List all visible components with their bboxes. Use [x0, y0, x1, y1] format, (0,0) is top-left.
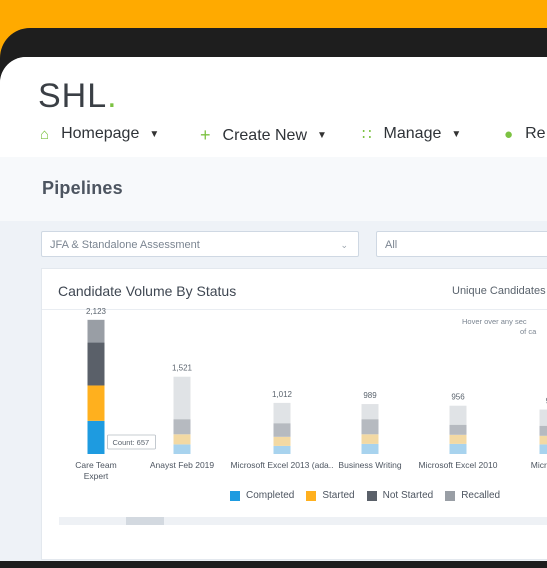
- assessment-select-value: JFA & Standalone Assessment: [50, 239, 200, 251]
- chevron-down-icon: ▼: [317, 130, 327, 141]
- category-label: Business Writing: [338, 460, 401, 470]
- category-label: Microsoft Excel 2013 (ada..: [231, 460, 334, 470]
- bar-segment-recalled[interactable]: [88, 320, 105, 343]
- nav-reports[interactable]: ● Re: [504, 125, 546, 143]
- assessment-select[interactable]: JFA & Standalone Assessment ⌄: [41, 231, 359, 257]
- completed-swatch: [230, 491, 240, 501]
- bar-total-label: 1,012: [272, 390, 293, 399]
- bar-segment-started[interactable]: [362, 434, 379, 444]
- nav-create-new[interactable]: + Create New ▼: [200, 125, 327, 146]
- legend-completed-label: Completed: [246, 490, 294, 501]
- started-swatch: [306, 491, 316, 501]
- bar-segment-not-started[interactable]: [274, 423, 291, 437]
- chart-scrollbar[interactable]: [59, 517, 547, 525]
- bar-segment-not-started[interactable]: [450, 425, 467, 435]
- page-title: Pipelines: [42, 178, 123, 199]
- bar-segment-started[interactable]: [88, 385, 105, 420]
- bar-segment-recalled[interactable]: [540, 410, 547, 426]
- legend-not-started[interactable]: Not Started: [367, 490, 434, 501]
- bar-segment-completed[interactable]: [88, 421, 105, 454]
- legend-recalled[interactable]: Recalled: [445, 490, 500, 501]
- nav-reports-label: Re: [525, 125, 545, 143]
- bar-segment-started[interactable]: [174, 434, 191, 444]
- legend-completed[interactable]: Completed: [230, 490, 294, 501]
- bar-segment-recalled[interactable]: [174, 377, 191, 419]
- home-icon: ⌂: [40, 126, 49, 143]
- bar-segment-recalled[interactable]: [450, 406, 467, 425]
- bar-segment-recalled[interactable]: [274, 403, 291, 423]
- category-label: Microsoft Excel 2010: [419, 460, 498, 470]
- legend-recalled-label: Recalled: [461, 490, 500, 501]
- category-label: Microsoft: [531, 460, 547, 470]
- bar-total-label: 2,123: [86, 307, 107, 316]
- plus-icon: +: [200, 125, 211, 146]
- chart-legend: Completed Started Not Started Recalled: [230, 490, 500, 501]
- bar-segment-completed[interactable]: [540, 444, 547, 454]
- chevron-down-icon: ▼: [149, 129, 159, 140]
- nav-manage[interactable]: ∷ Manage ▼: [362, 125, 461, 143]
- chart-scrollbar-thumb[interactable]: [126, 517, 164, 525]
- count-tooltip-text: Count: 657: [113, 438, 150, 447]
- scope-select-value: All: [385, 239, 397, 251]
- legend-started[interactable]: Started: [306, 490, 354, 501]
- bar-segment-started[interactable]: [540, 436, 547, 445]
- bar-segment-not-started[interactable]: [540, 426, 547, 436]
- bar-segment-not-started[interactable]: [174, 419, 191, 434]
- bar-segment-recalled[interactable]: [362, 404, 379, 419]
- bar-segment-started[interactable]: [274, 437, 291, 446]
- scope-select[interactable]: All: [376, 231, 547, 257]
- bar-segment-completed[interactable]: [450, 444, 467, 454]
- bar-segment-completed[interactable]: [174, 444, 191, 454]
- category-label: Expert: [84, 471, 109, 481]
- legend-not-started-label: Not Started: [383, 490, 434, 501]
- bar-total-label: 956: [451, 393, 465, 402]
- legend-started-label: Started: [322, 490, 354, 501]
- nav-homepage[interactable]: ⌂ Homepage ▼: [40, 125, 159, 143]
- bar-total-label: 989: [363, 391, 377, 400]
- shl-logo[interactable]: SHL.: [38, 77, 118, 116]
- chevron-down-icon: ▼: [451, 129, 461, 140]
- candidate-volume-card: Candidate Volume By Status Unique Candid…: [41, 268, 547, 560]
- category-label: Care Team: [75, 460, 116, 470]
- bar-segment-not-started[interactable]: [88, 343, 105, 386]
- top-bar: SHL. ⌂ Homepage ▼ + Create New ▼ ∷ Manag…: [0, 57, 547, 157]
- chevron-down-icon: ⌄: [340, 232, 348, 258]
- nav-create-new-label: Create New: [223, 127, 307, 145]
- recalled-swatch: [445, 491, 455, 501]
- reports-icon: ●: [504, 126, 513, 143]
- bar-segment-started[interactable]: [450, 435, 467, 444]
- nav-manage-label: Manage: [384, 125, 442, 143]
- not-started-swatch: [367, 491, 377, 501]
- manage-icon: ∷: [362, 125, 372, 143]
- bar-segment-not-started[interactable]: [362, 419, 379, 434]
- nav-homepage-label: Homepage: [61, 125, 139, 143]
- bar-segment-completed[interactable]: [362, 444, 379, 454]
- category-label: Anayst Feb 2019: [150, 460, 215, 470]
- main-nav: ⌂ Homepage ▼ + Create New ▼ ∷ Manage ▼ ●…: [0, 125, 547, 149]
- bar-total-label: 1,521: [172, 364, 193, 373]
- bar-segment-completed[interactable]: [274, 446, 291, 454]
